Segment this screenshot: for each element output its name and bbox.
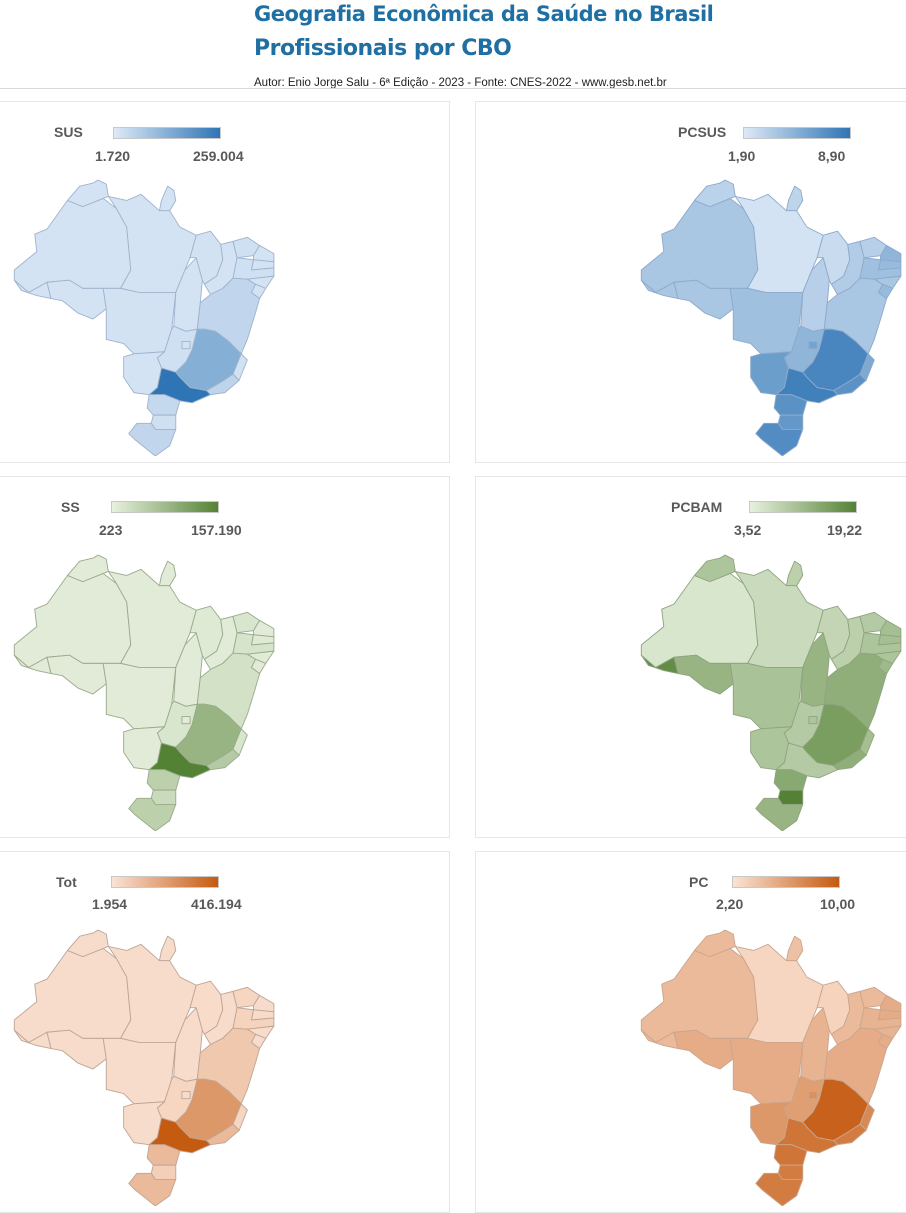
state-mt xyxy=(102,287,177,355)
state-am xyxy=(640,947,759,1043)
state-pa xyxy=(107,568,197,668)
state-df xyxy=(808,1091,818,1100)
legend-min-value: 1,90 xyxy=(728,148,756,164)
state-rr xyxy=(66,929,109,958)
state-rs xyxy=(755,1172,804,1206)
header-divider xyxy=(0,88,906,89)
state-ro xyxy=(46,654,107,695)
state-ap xyxy=(158,560,177,587)
legend-title: PCBAM xyxy=(671,499,723,515)
state-am xyxy=(13,197,132,293)
state-pa xyxy=(734,568,824,668)
legend-max-value: 157.190 xyxy=(191,522,242,538)
legend-gradient-bar xyxy=(111,501,219,513)
state-ap xyxy=(785,935,804,962)
map-pcbam xyxy=(640,554,902,831)
state-mt xyxy=(102,662,177,730)
legend-min-value: 1.720 xyxy=(95,148,131,164)
state-am xyxy=(640,572,759,668)
legend-gradient-bar xyxy=(113,127,221,139)
state-ap xyxy=(158,935,177,962)
state-sp xyxy=(148,742,211,779)
legend-min-value: 1.954 xyxy=(92,896,128,912)
legend-gradient-bar xyxy=(111,876,219,888)
map-pcsus xyxy=(640,179,902,456)
legend-min-value: 3,52 xyxy=(734,522,762,538)
state-rr xyxy=(693,179,736,208)
state-pa xyxy=(734,943,824,1043)
state-df xyxy=(181,1091,191,1100)
state-df xyxy=(181,716,191,725)
legend-title: PCSUS xyxy=(678,124,727,140)
state-rr xyxy=(693,554,736,583)
state-rr xyxy=(66,179,109,208)
state-pa xyxy=(107,943,197,1043)
state-sc xyxy=(150,1164,177,1180)
state-sp xyxy=(775,742,838,779)
state-sc xyxy=(150,414,177,430)
state-ro xyxy=(46,279,107,320)
page-subtitle: Profissionais por CBO xyxy=(254,36,512,61)
state-ro xyxy=(673,279,734,320)
state-mt xyxy=(729,1037,804,1105)
state-df xyxy=(808,341,818,350)
state-sc xyxy=(777,789,804,805)
map-pc xyxy=(640,929,902,1206)
legend-title: SUS xyxy=(54,124,83,140)
state-ro xyxy=(673,1029,734,1070)
state-ap xyxy=(785,560,804,587)
state-rs xyxy=(128,797,177,831)
state-rs xyxy=(755,797,804,831)
legend-gradient-bar xyxy=(749,501,857,513)
legend-max-value: 259.004 xyxy=(193,148,244,164)
state-sp xyxy=(775,1117,838,1154)
legend-min-value: 2,20 xyxy=(716,896,744,912)
state-sp xyxy=(148,367,211,404)
state-sp xyxy=(148,1117,211,1154)
state-rs xyxy=(128,422,177,456)
state-pa xyxy=(107,193,197,293)
legend-gradient-bar xyxy=(743,127,851,139)
state-sc xyxy=(777,1164,804,1180)
legend-title: Tot xyxy=(56,874,77,890)
state-am xyxy=(13,572,132,668)
legend-max-value: 19,22 xyxy=(827,522,863,538)
state-sp xyxy=(775,367,838,404)
map-ss xyxy=(13,554,275,831)
legend-min-value: 223 xyxy=(99,522,123,538)
state-sc xyxy=(150,789,177,805)
legend-title: SS xyxy=(61,499,80,515)
state-pa xyxy=(734,193,824,293)
state-am xyxy=(13,947,132,1043)
state-mt xyxy=(729,662,804,730)
map-tot xyxy=(13,929,275,1206)
state-mt xyxy=(102,1037,177,1105)
state-rs xyxy=(755,422,804,456)
legend-gradient-bar xyxy=(732,876,840,888)
state-sc xyxy=(777,414,804,430)
legend-max-value: 8,90 xyxy=(818,148,846,164)
state-ap xyxy=(785,185,804,212)
state-rr xyxy=(693,929,736,958)
state-df xyxy=(808,716,818,725)
state-ro xyxy=(673,654,734,695)
page-title: Geografia Econômica da Saúde no Brasil xyxy=(254,2,714,26)
author-credit: Autor: Enio Jorge Salu - 6ª Edição - 202… xyxy=(254,77,667,89)
legend-max-value: 416.194 xyxy=(191,896,242,912)
legend-max-value: 10,00 xyxy=(820,896,856,912)
state-mt xyxy=(729,287,804,355)
state-ro xyxy=(46,1029,107,1070)
state-rr xyxy=(66,554,109,583)
state-df xyxy=(181,341,191,350)
state-ap xyxy=(158,185,177,212)
state-am xyxy=(640,197,759,293)
legend-title: PC xyxy=(689,874,709,890)
state-rs xyxy=(128,1172,177,1206)
map-sus xyxy=(13,179,275,456)
